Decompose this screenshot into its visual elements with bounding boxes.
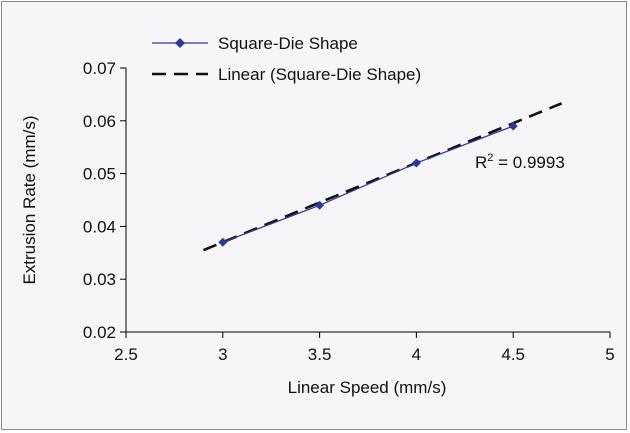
axes — [125, 68, 610, 333]
legend-item-trend: Linear (Square-Die Shape) — [152, 65, 421, 84]
y-tick-label: 0.04 — [83, 217, 116, 236]
y-tick-label: 0.07 — [83, 59, 116, 78]
data-point-marker — [508, 121, 518, 131]
x-tick-label: 5 — [605, 345, 614, 364]
y-tick-label: 0.05 — [83, 165, 116, 184]
y-ticks: 0.02 0.03 0.04 0.05 0.06 0.07 — [83, 59, 126, 342]
x-tick-label: 3 — [218, 345, 227, 364]
diamond-marker-icon — [175, 38, 185, 48]
trendline-linear — [202, 102, 563, 252]
x-tick-label: 4.5 — [501, 345, 525, 364]
r-squared-annotation: R2 = 0.9993 — [475, 152, 565, 172]
series-line-square-die — [222, 125, 514, 243]
legend-label-series: Square-Die Shape — [218, 34, 358, 53]
series-layer — [202, 102, 563, 252]
x-ticks: 2.5 3 3.5 4 4.5 5 — [114, 332, 615, 364]
legend: Square-Die Shape Linear (Square-Die Shap… — [152, 34, 421, 84]
data-point-marker — [411, 158, 421, 168]
y-tick-label: 0.03 — [83, 270, 116, 289]
x-tick-label: 2.5 — [114, 345, 138, 364]
y-tick-label: 0.06 — [83, 112, 116, 131]
x-tick-label: 3.5 — [308, 345, 332, 364]
y-axis-title: Extrusion Rate (mm/s) — [20, 115, 39, 284]
x-tick-label: 4 — [412, 345, 421, 364]
x-axis-title: Linear Speed (mm/s) — [288, 378, 447, 397]
data-point-marker — [315, 200, 325, 210]
data-point-marker — [218, 237, 228, 247]
legend-item-series: Square-Die Shape — [152, 34, 358, 53]
legend-label-trend: Linear (Square-Die Shape) — [218, 65, 421, 84]
y-tick-label: 0.02 — [83, 323, 116, 342]
